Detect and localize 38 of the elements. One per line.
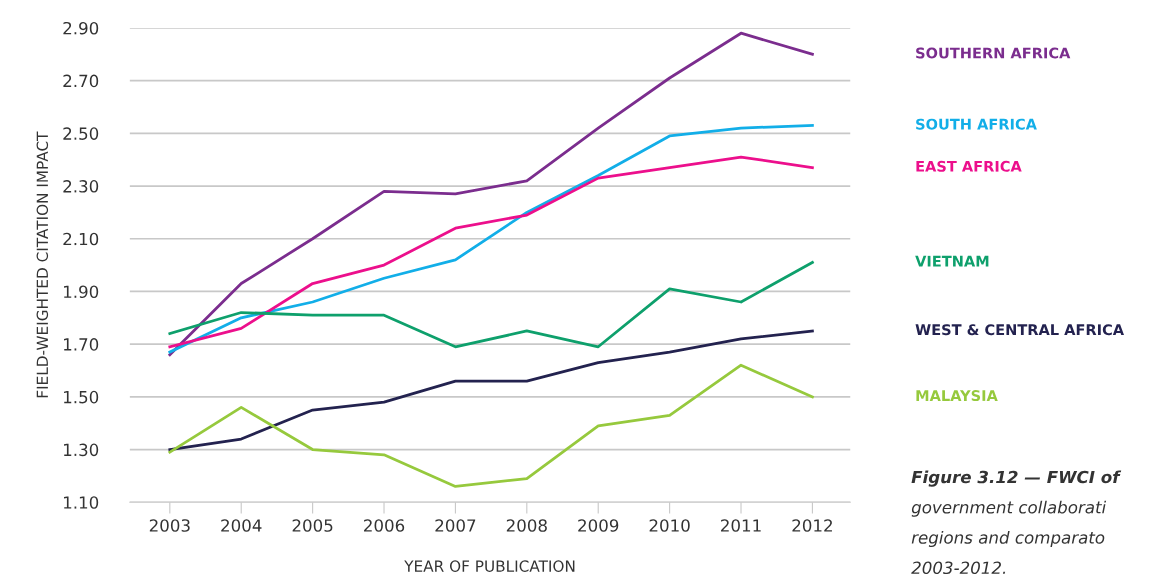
y-tick-label: 1.30 [64,443,99,457]
x-tick-label: 2011 [721,519,761,532]
line-series [168,329,814,451]
caption: Figure 3.12 — FWCI of [911,470,1122,487]
y-tick-label: 1.70 [64,338,99,351]
line-series [168,124,814,354]
text: MALAYSIA [916,390,998,402]
y-axis-title: FIELD-WEIGHTED CITATION IMPACT [36,131,49,398]
y-tick-label: 2.70 [63,74,99,88]
y-tick-label: 2.50 [63,127,99,140]
text: SOUTHERN AFRICA [916,47,1071,59]
text: regions and comparato [911,530,1105,548]
x-tick-label: 2007 [435,519,476,532]
line-series [168,261,814,349]
x-tick-label: 2012 [792,519,832,532]
text: EAST AFRICA [916,160,1022,172]
text: VIETNAM [915,255,989,267]
text: SOUTH AFRICA [916,118,1037,130]
x-tick-label: 2009 [578,519,619,532]
y-tick-label: 2.90 [63,21,99,35]
x-tick-label: 2006 [364,519,405,532]
text: 2003-2012. [911,561,1006,575]
x-tick-label: 2004 [221,519,262,532]
text: government collaborati [911,500,1107,517]
y-tick-label: 2.10 [63,232,99,246]
line-series [168,363,814,488]
text: WEST & CENTRAL AFRICA [915,324,1124,336]
x-tick-label: 2008 [506,519,547,532]
y-tick-label: 1.90 [64,285,99,299]
x-axis-title: YEAR OF PUBLICATION [404,560,575,572]
y-tick-label: 2.30 [63,180,99,193]
y-tick-label: 1.10 [64,496,99,509]
line-series [168,155,814,349]
x-tick-label: 2005 [292,519,333,532]
line-series [168,31,814,357]
y-tick-label: 1.50 [64,390,99,404]
x-tick-label: 2010 [649,519,690,532]
x-tick-label: 2003 [149,519,190,532]
